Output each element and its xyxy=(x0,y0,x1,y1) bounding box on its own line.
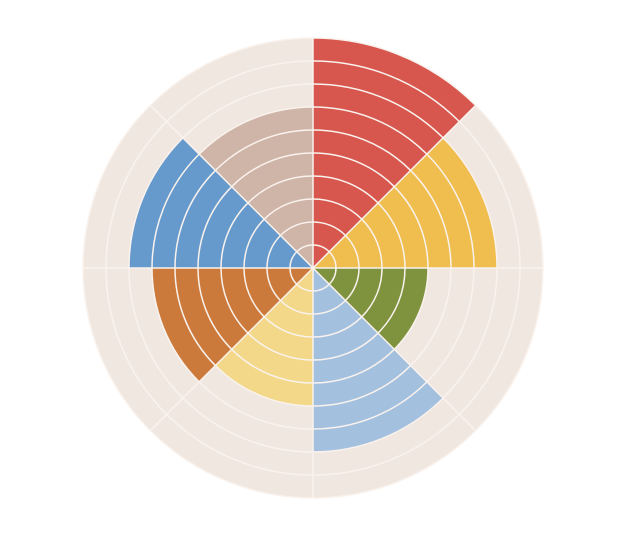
grid-group xyxy=(83,38,543,498)
wheel-of-life-chart xyxy=(0,0,626,536)
